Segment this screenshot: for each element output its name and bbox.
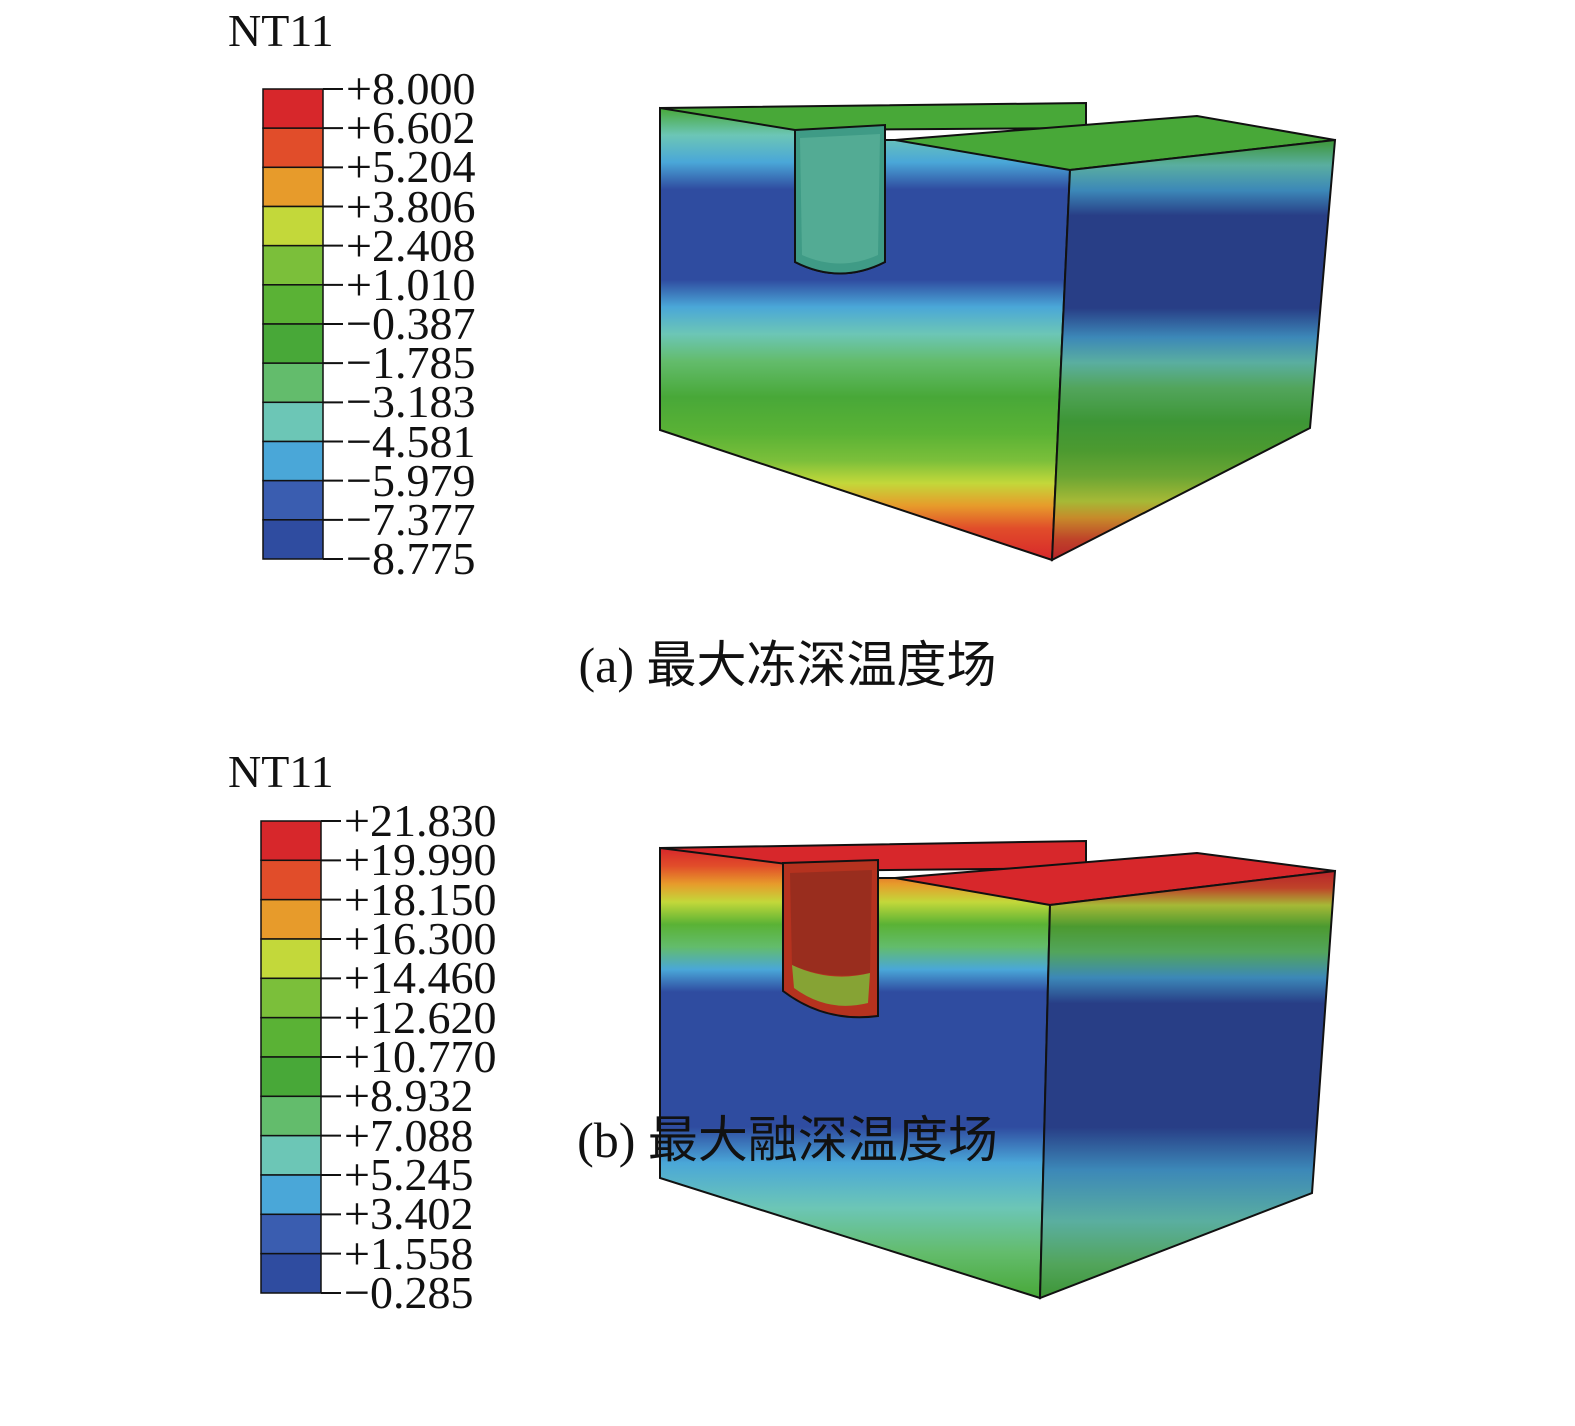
legend-band [262,88,324,129]
legend-band [260,1134,322,1176]
legend-tick-label: −7.377 [346,493,476,545]
panel-max-freeze-depth: NT11 +8.000 +6.602 +5.204 +3.806 +2.408 +1.01… [228,5,1337,693]
legend-tick-label: +8.000 [346,63,476,114]
legend-tick-label: −4.581 [346,415,476,467]
legend-band [262,362,324,404]
panel-max-thaw-depth: NT11 +21.830 +19.990 +18.150 +16.300 +14.460… [0,713,1575,1426]
legend-band [260,1213,322,1255]
legend-tick-label: −5.979 [346,454,476,506]
legend-title: NT11 [228,5,334,56]
temperature-field-block [659,839,1337,1300]
legend-tick-label: −3.183 [346,376,476,428]
legend-band [262,401,324,443]
legend-band [262,166,324,208]
legend-band [262,519,324,560]
legend-band [260,820,322,862]
legend-band [260,1056,322,1098]
legend-tick-label: +6.602 [346,102,476,154]
legend-tick-label: +2.408 [346,219,476,271]
legend-tick-label: +18.150 [344,873,497,925]
legend-band [260,898,322,940]
legend-tick-label: +12.620 [344,991,497,1043]
legend-tick-label: −8.775 [346,533,476,584]
legend-band [262,323,324,364]
legend-tick-label: +5.245 [344,1149,474,1200]
legend-tick-label: +21.830 [344,795,497,846]
legend-tick-label: +7.088 [344,1109,474,1161]
side-face [1038,869,1337,1300]
legend-band [262,440,324,482]
legend-tick-label: +3.402 [344,1188,474,1240]
legend-tick-label: −0.387 [346,298,476,349]
legend-tick-label: +3.806 [346,180,476,232]
legend-tick-label: +16.300 [344,913,497,964]
side-face [1050,138,1337,562]
legend-band [262,127,324,169]
legend-band [260,977,322,1019]
color-legend [262,88,343,560]
legend-tick-label: +10.770 [344,1031,497,1082]
legend-title: NT11 [228,746,334,797]
legend-tick-label: +14.460 [344,952,497,1004]
temperature-field-block [659,101,1337,562]
legend-band [260,1252,322,1294]
legend-tick-label: +1.010 [346,258,476,310]
legend-tick-label: −0.285 [344,1267,474,1318]
legend-tick-label: +1.558 [344,1227,474,1279]
legend-tick-label: +8.932 [344,1070,474,1122]
legend-tick-label: +5.204 [346,141,476,193]
legend-tick-label: +19.990 [344,834,497,886]
legend-tick-label: −1.785 [346,337,476,389]
figure-caption: (a) 最大冻深温度场 [578,637,997,693]
color-legend [260,820,341,1294]
figure-caption: (b) 最大融深温度场 [577,1112,998,1168]
